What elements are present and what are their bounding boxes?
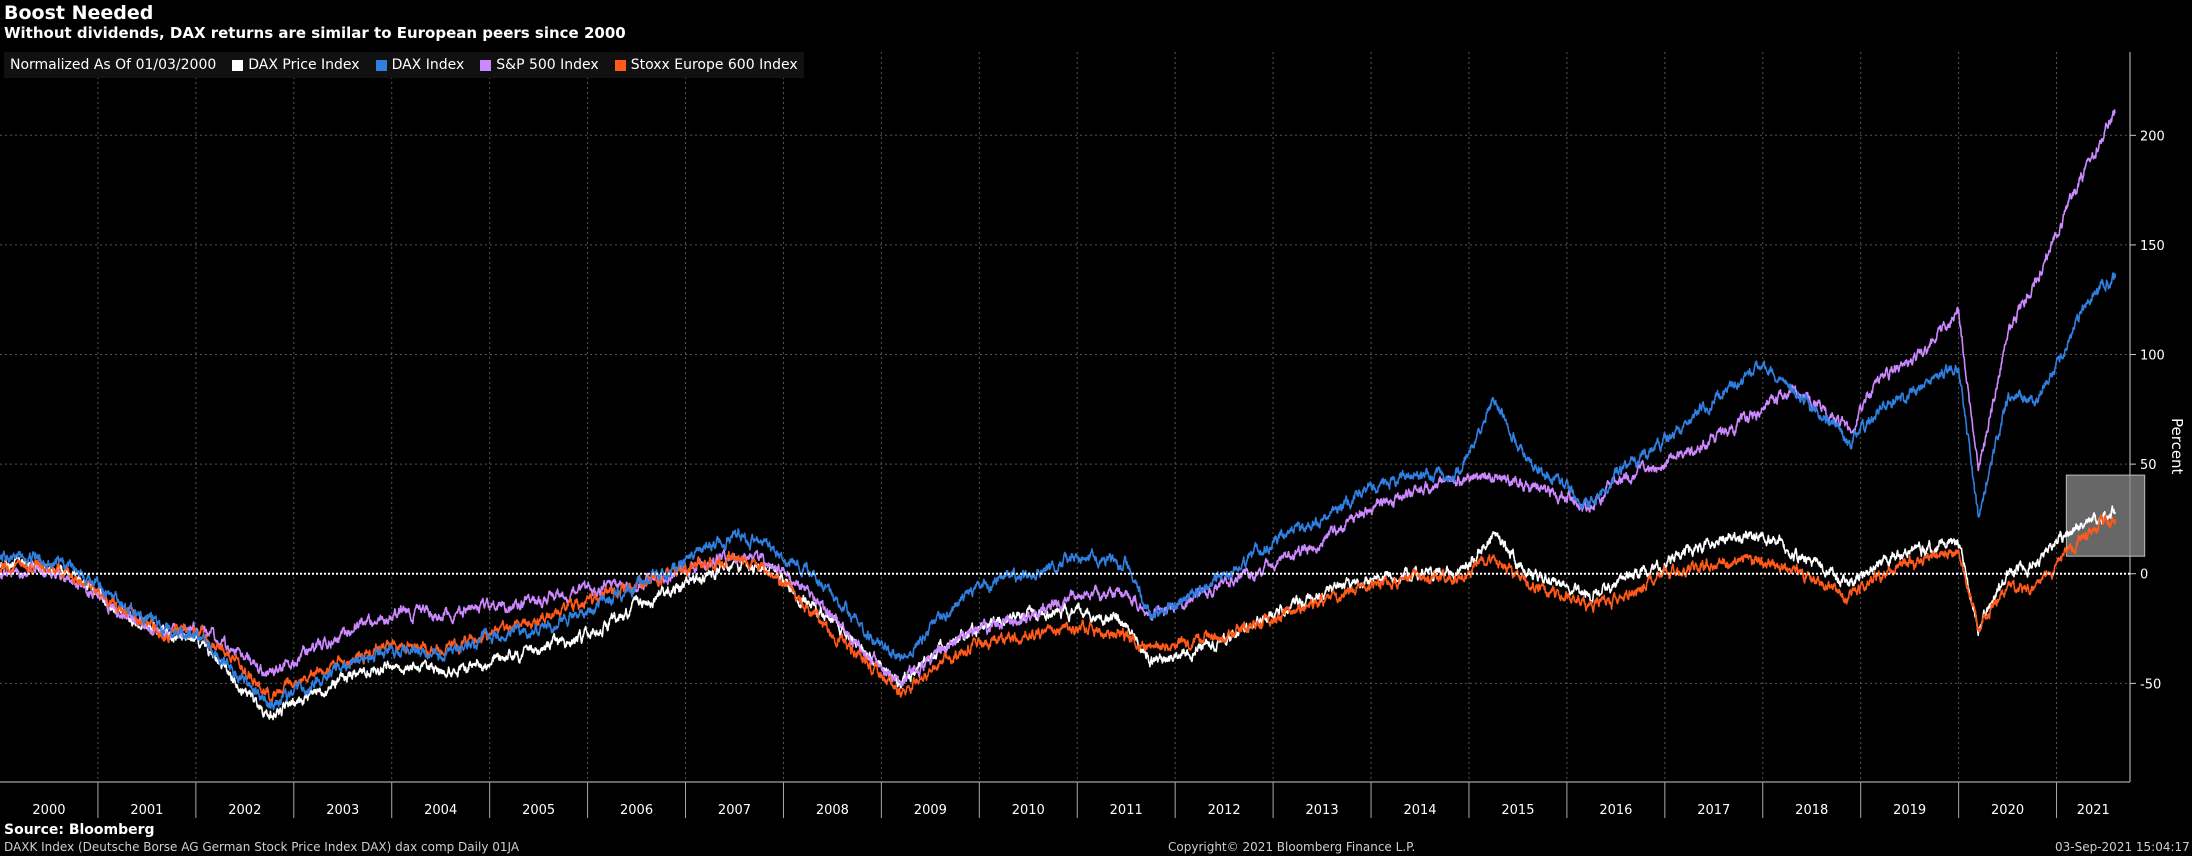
x-axis: 2000 2001 2002 2003 2004 2005 2006 2007 2008 2009… [0,781,2130,818]
footer-timestamp: 03-Sep-2021 15:04:17 [2055,840,2190,854]
legend-item-sp500[interactable]: S&P 500 Index [480,57,599,73]
x-tick-label: 2011 [1110,803,1143,818]
legend-label-dax-price: DAX Price Index [248,57,360,73]
chart-subtitle: Without dividends, DAX returns are simil… [4,24,626,42]
x-tick-label: 2007 [718,803,751,818]
y-tick-label: 0 [2140,568,2148,583]
x-tick-label: 2002 [228,803,261,818]
series-line-1 [0,272,2117,711]
legend: Normalized As Of 01/03/2000 DAX Price In… [4,52,804,78]
plot-area [0,52,2130,782]
legend-swatch-dax-price [232,59,244,71]
legend-swatch-dax [375,59,387,71]
legend-prefix: Normalized As Of 01/03/2000 [10,57,217,73]
x-tick-label: 2006 [620,803,653,818]
y-tick-label: 200 [2140,129,2165,144]
x-tick-label: 2013 [1306,803,1339,818]
source-note: Source: Bloomberg [4,822,155,838]
legend-swatch-sp500 [480,59,492,71]
legend-item-dax-price[interactable]: DAX Price Index [232,57,360,73]
x-tick-label: 2008 [816,803,849,818]
x-tick-label: 2003 [326,803,359,818]
legend-label-stoxx600: Stoxx Europe 600 Index [630,57,798,73]
y-axis: -50 0 50 100 150 200 [2129,52,2165,782]
legend-item-dax[interactable]: DAX Index [375,57,465,73]
x-tick-label: 2021 [2077,803,2110,818]
x-tick-label: 2019 [1893,803,1926,818]
x-tick-label: 2014 [1403,803,1436,818]
x-tick-label: 2004 [424,803,457,818]
series-line-3 [0,514,2117,703]
legend-label-dax: DAX Index [391,57,465,73]
series-line-0 [0,505,2117,721]
series-group [0,109,2117,721]
x-tick-label: 2010 [1012,803,1045,818]
x-tick-label: 2016 [1599,803,1632,818]
y-axis-label: Percent [2168,418,2186,475]
legend-item-stoxx600[interactable]: Stoxx Europe 600 Index [614,57,798,73]
x-tick-label: 2000 [32,803,65,818]
footer-ticker: DAXK Index (Deutsche Borse AG German Sto… [4,840,520,854]
x-tick-label: 2018 [1795,803,1828,818]
x-tick-label: 2017 [1697,803,1730,818]
y-tick-label: 100 [2140,349,2165,364]
legend-swatch-stoxx600 [614,59,626,71]
footer-copyright: Copyright© 2021 Bloomberg Finance L.P. [1168,840,1416,854]
x-tick-label: 2001 [130,803,163,818]
chart-title: Boost Needed [4,2,154,24]
y-tick-label: 50 [2140,458,2157,473]
x-tick-label: 2015 [1501,803,1534,818]
legend-label-sp500: S&P 500 Index [496,57,599,73]
x-tick-label: 2020 [1991,803,2024,818]
x-tick-label: 2009 [914,803,947,818]
y-tick-label: -50 [2140,677,2161,692]
x-tick-label: 2012 [1208,803,1241,818]
series-line-2 [0,109,2116,687]
x-tick-label: 2005 [522,803,555,818]
grid [0,52,2130,782]
y-tick-label: 150 [2140,239,2165,254]
